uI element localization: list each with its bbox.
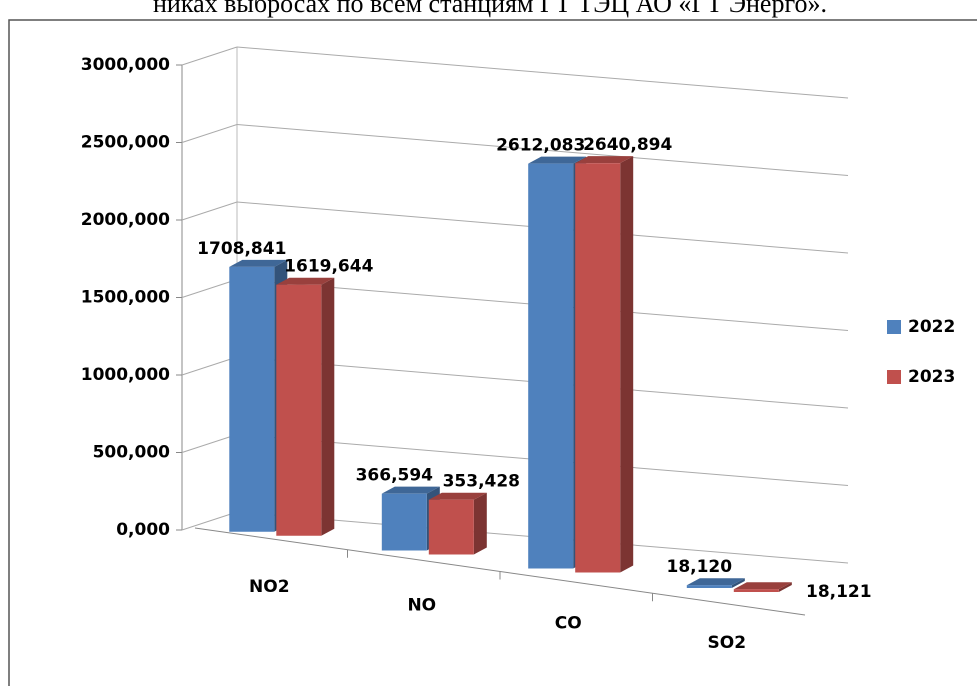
grid-line xyxy=(181,511,238,531)
grid-line xyxy=(181,434,238,453)
bar xyxy=(528,163,574,569)
bar-top xyxy=(686,578,745,586)
grid-line xyxy=(181,46,238,66)
y-tick-label: 2500,000 xyxy=(81,133,170,153)
x-tick-label: SO2 xyxy=(708,633,747,653)
bar xyxy=(733,589,779,592)
legend-label: 2023 xyxy=(908,367,955,387)
data-label: 1619,644 xyxy=(284,257,373,277)
bar-top xyxy=(575,156,634,164)
bar xyxy=(229,266,275,532)
y-tick-label: 2000,000 xyxy=(81,210,170,230)
bar-top xyxy=(276,277,335,285)
grid-line xyxy=(236,46,849,99)
y-tick-label: 500,000 xyxy=(93,443,171,463)
bar-side xyxy=(620,156,634,573)
grid-line xyxy=(181,279,238,298)
data-label: 366,594 xyxy=(356,466,434,486)
bar xyxy=(276,284,322,536)
bar xyxy=(381,493,427,551)
y-tick-label: 3000,000 xyxy=(81,55,170,75)
title: никах выбросах по всем станциям ГТ ТЭЦ А… xyxy=(153,0,827,18)
grid-line xyxy=(236,124,849,176)
data-label: 2640,894 xyxy=(583,135,672,155)
frame xyxy=(8,19,977,691)
bar xyxy=(575,163,621,573)
grid-line xyxy=(181,124,238,143)
bar-side xyxy=(778,582,792,592)
data-label: 1708,841 xyxy=(197,239,286,259)
legend-swatch xyxy=(887,370,901,384)
x-tick-label: NO2 xyxy=(249,577,290,597)
bar-side xyxy=(473,492,487,555)
x-tick-label: CO xyxy=(555,614,582,634)
grid-line xyxy=(181,201,238,221)
data-label: 18,120 xyxy=(666,557,732,577)
bar xyxy=(428,499,474,555)
bar xyxy=(686,585,732,588)
bar-top xyxy=(428,492,487,500)
bar-top xyxy=(528,156,587,164)
data-label: 18,121 xyxy=(806,582,872,602)
y-tick-label: 1000,000 xyxy=(81,365,170,385)
legend-label: 2022 xyxy=(908,317,955,337)
data-label: 353,428 xyxy=(443,472,520,492)
bar-top xyxy=(229,259,288,267)
y-tick-label: 0,000 xyxy=(116,520,170,540)
legend-swatch xyxy=(887,320,901,334)
bar-side xyxy=(731,578,745,588)
bar-top xyxy=(733,582,792,590)
grid-line xyxy=(181,356,238,376)
data-label: 2612,083 xyxy=(496,136,585,156)
bar-side xyxy=(321,277,335,536)
y-tick-label: 1500,000 xyxy=(81,288,170,308)
bar-top xyxy=(381,486,440,494)
x-tick-label: NO xyxy=(407,596,436,616)
